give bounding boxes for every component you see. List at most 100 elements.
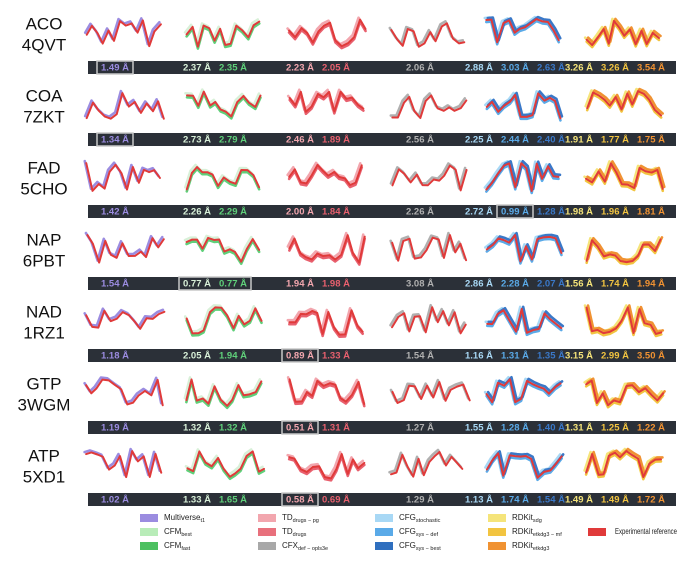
molecule-stick: [485, 234, 563, 263]
rmsd-value: 2.26 Å: [183, 207, 211, 218]
legend-text: RDKit: [512, 527, 534, 536]
rmsd-value: 1.35 Å: [537, 351, 565, 362]
molecule-stick: [585, 240, 662, 266]
molecule-stick: [85, 19, 162, 48]
legend-swatch: [488, 514, 506, 522]
rmsd-value: 0.69 Å: [322, 495, 350, 506]
legend-swatch: [588, 528, 606, 536]
value-bar: [88, 133, 676, 146]
rmsd-value: 1.28 Å: [501, 423, 529, 434]
molecule-stick: [288, 18, 367, 48]
rmsd-value: 1.32 Å: [219, 423, 247, 434]
legend-swatch: [140, 528, 158, 536]
molecule-stick: [286, 306, 363, 334]
molecule-stick: [585, 19, 661, 47]
rmsd-value: 1.84 Å: [322, 207, 350, 218]
molecule-stick: [391, 234, 468, 262]
molecule-stick: [287, 20, 367, 50]
rmsd-value: 2.86 Å: [465, 279, 493, 290]
molecule-stick: [485, 92, 562, 120]
legend-label: CFGsys − def: [399, 527, 439, 538]
best-box: [281, 420, 319, 435]
value-bar: [88, 205, 676, 218]
rmsd-value: 0.77 Å: [219, 279, 247, 290]
rmsd-value: 1.29 Å: [406, 495, 434, 506]
best-box: [96, 60, 134, 75]
legend-label: RDKitsdg: [512, 513, 542, 524]
legend-swatch: [375, 514, 393, 522]
legend-text: TD: [282, 527, 293, 536]
rmsd-value: 0.58 Å: [286, 495, 314, 506]
legend-swatch: [258, 528, 276, 536]
rmsd-value: 2.00 Å: [286, 207, 314, 218]
molecule-stick: [288, 378, 366, 406]
molecule-stick: [389, 92, 467, 118]
rmsd-value: 1.28 Å: [537, 207, 565, 218]
rmsd-value: 3.08 Å: [406, 279, 434, 290]
rmsd-value: 1.42 Å: [101, 207, 129, 218]
molecule-stick: [485, 452, 563, 479]
value-bar: [88, 349, 676, 362]
rmsd-value: 2.88 Å: [465, 63, 493, 74]
molecule-stick: [85, 378, 164, 407]
legend-label: CFMfast: [164, 541, 191, 552]
pdb-code: 3WGM: [18, 395, 71, 414]
rmsd-value: 1.31 Å: [565, 423, 593, 434]
rmsd-value: 2.25 Å: [465, 135, 493, 146]
rmsd-value: 1.16 Å: [465, 351, 493, 362]
legend-swatch: [375, 528, 393, 536]
molecule-stick: [390, 450, 464, 478]
rmsd-value: 0.77 Å: [183, 279, 211, 290]
molecule-stick: [391, 94, 468, 120]
rmsd-value: 1.49 Å: [601, 495, 629, 506]
legend-label: CFGsys − best: [399, 541, 441, 552]
molecule-stick: [485, 94, 562, 122]
rmsd-value: 2.72 Å: [465, 207, 493, 218]
rmsd-value: 2.29 Å: [219, 207, 247, 218]
value-bar: [88, 277, 676, 290]
legend-swatch: [258, 514, 276, 522]
legend-label: CFMbest: [164, 527, 192, 538]
legend-sub: sdg: [533, 518, 542, 524]
legend-sub: sys − def: [416, 532, 439, 538]
legend-swatch: [488, 528, 506, 536]
rmsd-value: 3.50 Å: [637, 351, 665, 362]
legend-label: RDKitetkdg3: [512, 541, 549, 552]
molecule-stick: [584, 164, 665, 193]
legend-swatch: [140, 514, 158, 522]
legend-text: Multiverse: [164, 513, 201, 522]
rmsd-value: 1.49 Å: [101, 63, 129, 74]
legend-label: Experimental reference: [615, 527, 677, 536]
molecule-stick: [391, 164, 468, 192]
molecule-stick: [83, 376, 163, 405]
legend-sub: fast: [181, 546, 190, 552]
best-box: [281, 492, 319, 507]
molecule-stick: [585, 162, 664, 190]
molecule-stick: [85, 162, 161, 192]
rmsd-value: 2.37 Å: [183, 63, 211, 74]
rmsd-value: 1.72 Å: [637, 495, 665, 506]
rmsd-value: 1.65 Å: [219, 495, 247, 506]
best-box: [496, 204, 534, 219]
legend-text: RDKit: [512, 513, 534, 522]
legend-swatch: [140, 542, 158, 550]
molecule-stick: [86, 234, 165, 264]
legend-swatch: [488, 542, 506, 550]
rmsd-value: 1.74 Å: [601, 279, 629, 290]
molecule-stick: [185, 378, 263, 407]
rmsd-value: 1.56 Å: [565, 279, 593, 290]
best-box: [178, 276, 252, 291]
rmsd-value: 3.26 Å: [565, 63, 593, 74]
rmsd-value: 1.40 Å: [537, 423, 565, 434]
rmsd-value: 1.33 Å: [322, 351, 350, 362]
molecule-stick: [585, 306, 663, 335]
rmsd-value: 0.51 Å: [286, 423, 314, 434]
rmsd-value: 1.77 Å: [601, 135, 629, 146]
molecule-stick: [185, 236, 261, 263]
molecule-stick: [485, 162, 560, 192]
molecule-stick: [288, 90, 365, 113]
legend-swatch: [375, 542, 393, 550]
rmsd-value: 2.07 Å: [537, 279, 565, 290]
rmsd-value: 1.31 Å: [322, 423, 350, 434]
